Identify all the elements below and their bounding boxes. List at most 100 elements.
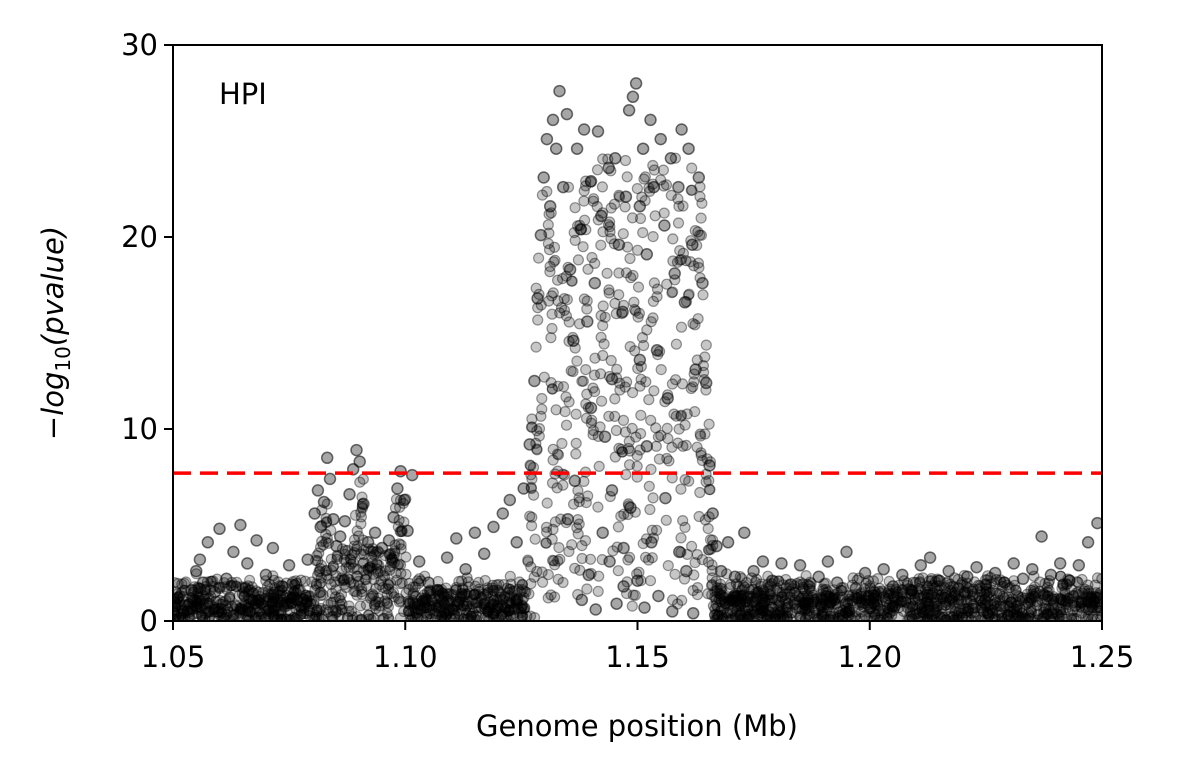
density-point: [1091, 572, 1102, 584]
density-point: [438, 614, 450, 621]
density-point: [551, 482, 563, 494]
density-point: [492, 584, 504, 597]
density-point: [444, 595, 456, 607]
density-point: [786, 607, 798, 619]
density-point: [636, 191, 648, 203]
data-point: [503, 493, 517, 507]
density-point: [836, 591, 848, 604]
density-point: [945, 602, 957, 614]
density-point: [816, 608, 828, 620]
density-point: [473, 583, 485, 595]
density-point: [709, 608, 721, 621]
density-point: [497, 593, 509, 606]
density-point: [631, 450, 643, 462]
density-point: [1057, 578, 1069, 590]
density-point: [366, 588, 379, 600]
density-point: [1053, 610, 1065, 621]
density-point: [409, 612, 421, 621]
density-point: [495, 588, 507, 601]
density-point: [456, 588, 468, 600]
density-point: [1021, 588, 1033, 601]
density-point: [242, 613, 254, 621]
density-point: [762, 604, 775, 617]
density-point: [479, 589, 492, 601]
density-point: [809, 604, 821, 616]
density-point: [239, 605, 251, 617]
density-point: [895, 595, 907, 607]
density-point: [999, 600, 1011, 612]
density-point: [454, 608, 466, 621]
density-point: [438, 606, 450, 618]
density-point: [580, 364, 592, 376]
density-point: [199, 608, 212, 620]
density-point: [433, 600, 446, 612]
density-point: [675, 532, 687, 544]
density-point: [816, 593, 829, 605]
density-point: [740, 576, 753, 589]
density-point: [949, 614, 961, 621]
density-point: [531, 565, 543, 578]
density-point: [320, 536, 332, 548]
density-point: [573, 518, 585, 530]
density-point: [988, 598, 1000, 611]
density-point: [327, 596, 339, 608]
density-point: [334, 574, 346, 587]
density-point: [978, 588, 991, 600]
density-point: [1088, 594, 1100, 607]
density-point: [400, 568, 412, 581]
data-point: [728, 570, 742, 584]
density-point: [1086, 604, 1098, 616]
density-point: [645, 316, 657, 328]
density-point: [295, 608, 307, 621]
density-point: [927, 614, 939, 621]
density-point: [1092, 596, 1102, 608]
density-point: [928, 604, 940, 616]
density-point: [197, 612, 209, 621]
density-point: [817, 585, 829, 597]
density-point: [672, 437, 684, 449]
data-point: [721, 536, 735, 549]
density-point: [1001, 591, 1013, 603]
density-point: [430, 610, 442, 621]
density-point: [313, 566, 325, 578]
density-point: [409, 604, 421, 617]
density-point: [699, 351, 711, 363]
density-point: [884, 603, 896, 615]
density-point: [1016, 607, 1028, 619]
density-point: [979, 598, 991, 610]
density-point: [359, 573, 371, 585]
data-point: [220, 572, 233, 586]
density-point: [1034, 576, 1046, 588]
density-point: [289, 591, 301, 603]
density-point: [849, 591, 862, 603]
density-point: [516, 611, 528, 621]
density-point: [993, 606, 1005, 619]
density-point: [315, 559, 327, 572]
density-point: [233, 589, 245, 602]
density-point: [649, 210, 661, 222]
density-point: [572, 513, 584, 526]
density-point: [243, 601, 255, 614]
density-point: [395, 543, 407, 555]
density-point: [823, 601, 835, 613]
density-point: [426, 595, 439, 607]
density-point: [814, 598, 827, 610]
density-point: [1068, 590, 1080, 602]
density-point: [769, 612, 781, 621]
density-point: [893, 602, 905, 614]
density-point: [1054, 613, 1066, 621]
data-point: [821, 555, 835, 568]
density-point: [281, 598, 293, 610]
data-point: [301, 553, 314, 566]
density-point: [1039, 589, 1051, 601]
density-point: [963, 602, 975, 614]
density-point: [689, 319, 701, 331]
density-point: [1082, 604, 1095, 616]
density-point: [747, 595, 759, 608]
density-point: [569, 202, 581, 214]
density-point: [449, 613, 461, 621]
density-point: [862, 590, 874, 602]
density-point: [533, 430, 545, 442]
density-point: [466, 598, 478, 610]
density-point: [629, 345, 641, 357]
